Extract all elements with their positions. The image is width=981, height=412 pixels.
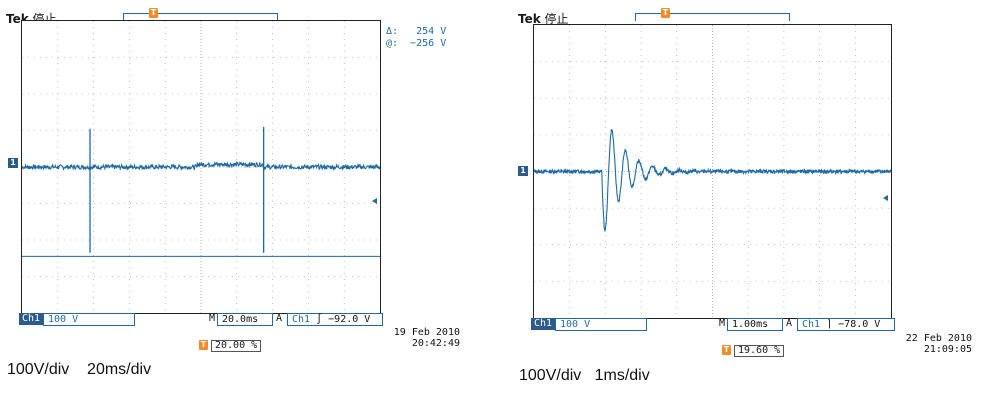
ch1-trace [534,129,891,232]
ch1-label: Ch1 [531,318,556,330]
ch1-scale: 100 V [43,313,135,326]
cursor-at-value: −256 V [410,38,447,49]
caption-right: 100V/div 1ms/div [519,367,650,385]
trigger-level-arrow-icon [372,198,377,204]
timebase: 1.00ms [727,318,783,331]
capture-datetime: 22 Feb 2010 21:09:05 [894,333,972,355]
trigger-slope-icon: ∫ [316,314,323,325]
caption-left: 100V/div 20ms/div [7,361,151,379]
ch1-ground-marker: 1 [518,166,528,176]
trigger-level: −92.0 V [328,314,371,325]
record-view-bar [123,13,278,21]
capture-date: 22 Feb 2010 [905,333,972,344]
capture-time: 20:42:49 [411,338,460,349]
trigger-position: 19.60 % [734,345,785,357]
timebase-prefix: M [209,313,216,324]
ch1-label: Ch1 [19,313,44,325]
trigger-position-box: T 19.60 % [722,345,802,357]
ch1-ground-marker: 1 [8,158,18,168]
scope-capture-left: Tek 停止 T T Δ: 254 V @: −256 V 1 Ch1 100 … [0,0,460,412]
record-view-bar [635,13,790,21]
status-bar: Ch1 100 V M 1.00ms A Ch1 ⌉ −78.0 V [531,318,896,331]
trigger-position: 20.00 % [211,340,262,352]
run-status: 停止 [544,12,569,26]
trigger-source: Ch1 [802,319,821,330]
graticule [22,21,380,313]
trigger-mode: A [786,318,793,329]
trigger-slope-icon: ⌉ [826,319,833,330]
trigger-readout: Ch1 ∫ −92.0 V [287,313,383,326]
caption-scale: 100V/div [7,361,70,378]
scope-capture-right: Tek 停止 T T 1 Ch1 100 V M 1.00ms A Ch1 ⌉ … [512,0,972,412]
cursor-delta-value: 254 V [416,26,447,37]
trigger-position-icon-small: T [199,340,208,350]
trigger-level-arrow-icon [883,195,888,201]
trigger-mode: A [276,313,283,324]
caption-time: 1ms/div [594,367,650,384]
trigger-position-box: T 20.00 % [199,340,279,352]
ch1-scale: 100 V [555,318,647,331]
trigger-source: Ch1 [292,314,311,325]
trigger-position-icon-small: T [722,345,731,355]
record-trigger-icon: T [661,8,670,18]
ch1-trace [22,160,380,172]
cursor-delta-label: Δ: [386,26,399,37]
cursor-at-label: @: [386,38,399,49]
trigger-level: −78.0 V [838,319,881,330]
record-trigger-icon: T [149,8,158,18]
trigger-readout: Ch1 ⌉ −78.0 V [797,318,895,331]
capture-time: 21:09:05 [923,344,972,355]
status-bar: Ch1 100 V M 20.0ms A Ch1 ∫ −92.0 V [19,313,384,326]
caption-time: 20ms/div [87,361,152,378]
scope-screen-right [533,24,892,319]
timebase-prefix: M [719,318,726,329]
brand-label: Tek [518,12,541,26]
brand-header: Tek 停止 [518,10,569,27]
capture-date: 19 Feb 2010 [393,327,460,338]
timebase: 20.0ms [217,313,273,326]
caption-scale: 100V/div [519,367,582,384]
cursor-readout: Δ: 254 V @: −256 V [386,26,446,50]
scope-screen-left [21,20,381,314]
capture-datetime: 19 Feb 2010 20:42:49 [380,327,460,349]
